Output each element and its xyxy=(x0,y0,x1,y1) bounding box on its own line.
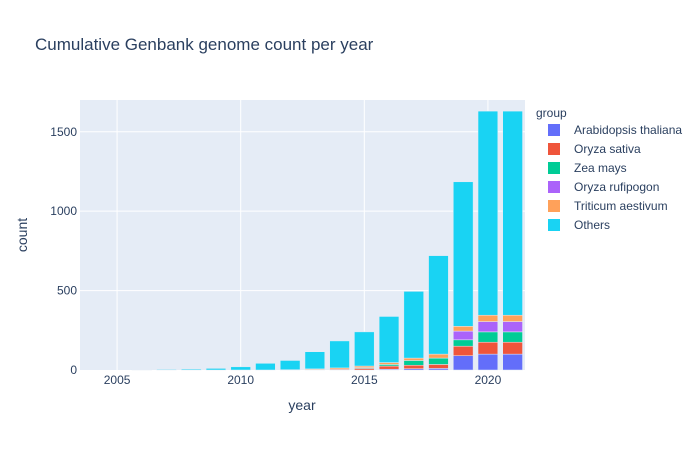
bar-segment[interactable] xyxy=(428,357,449,365)
bar-segment[interactable] xyxy=(378,316,400,363)
bars-group xyxy=(131,110,523,371)
bar-segment[interactable] xyxy=(428,255,449,355)
legend-label[interactable]: Others xyxy=(574,218,610,232)
bar-segment[interactable] xyxy=(181,368,202,371)
x-tick-label: 2005 xyxy=(104,373,131,387)
bar-segment[interactable] xyxy=(428,364,449,369)
bar-segment[interactable] xyxy=(477,341,499,355)
legend-swatch[interactable] xyxy=(548,124,560,136)
x-tick-label: 2010 xyxy=(227,373,254,387)
bar-segment[interactable] xyxy=(502,341,523,355)
legend-title: group xyxy=(536,106,567,120)
bar-segment[interactable] xyxy=(378,362,400,365)
x-tick-label: 2020 xyxy=(475,373,502,387)
bar-segment[interactable] xyxy=(453,345,474,356)
x-tick-label: 2015 xyxy=(351,373,378,387)
bar-segment[interactable] xyxy=(354,331,375,367)
x-axis-title: year xyxy=(288,397,316,413)
y-tick-label: 500 xyxy=(57,284,77,298)
bar-segment[interactable] xyxy=(477,331,499,343)
bar-segment[interactable] xyxy=(502,321,523,333)
bar-segment[interactable] xyxy=(403,364,424,369)
bar-segment[interactable] xyxy=(280,360,301,370)
bar-segment[interactable] xyxy=(453,355,474,371)
bar-segment[interactable] xyxy=(453,181,474,327)
bar-segment[interactable] xyxy=(477,321,499,333)
legend-swatch[interactable] xyxy=(548,181,560,193)
legend-label[interactable]: Triticum aestivum xyxy=(574,199,668,213)
legend-label[interactable]: Oryza sativa xyxy=(574,142,641,156)
bar-segment[interactable] xyxy=(403,357,424,361)
bar-segment[interactable] xyxy=(378,365,400,370)
y-tick-label: 0 xyxy=(70,363,77,377)
legend: Arabidopsis thaliana Oryza sativa Zea mays… xyxy=(548,123,682,232)
bar-segment[interactable] xyxy=(502,110,523,316)
bar-segment[interactable] xyxy=(304,351,326,370)
y-tick-labels: 0 500 1000 1500 xyxy=(50,125,77,377)
bar-segment[interactable] xyxy=(403,360,424,366)
bar-segment[interactable] xyxy=(453,330,474,341)
bar-segment[interactable] xyxy=(477,110,499,316)
legend-swatch[interactable] xyxy=(548,219,560,231)
legend-swatch[interactable] xyxy=(548,200,560,212)
bar-segment[interactable] xyxy=(329,340,350,369)
bar-segment[interactable] xyxy=(477,353,499,371)
bar-segment[interactable] xyxy=(477,314,499,322)
plot-background xyxy=(80,100,525,370)
bar-segment[interactable] xyxy=(156,369,177,371)
y-tick-label: 1000 xyxy=(50,204,77,218)
bar-segment[interactable] xyxy=(205,368,227,371)
legend-label[interactable]: Oryza rufipogon xyxy=(574,180,659,194)
bar-segment[interactable] xyxy=(453,326,474,332)
legend-label[interactable]: Zea mays xyxy=(574,161,627,175)
bar-segment[interactable] xyxy=(255,363,276,371)
bar-segment[interactable] xyxy=(502,353,523,371)
legend-swatch[interactable] xyxy=(548,162,560,174)
bar-segment[interactable] xyxy=(230,366,251,371)
bar-segment[interactable] xyxy=(502,314,523,322)
bar-segment[interactable] xyxy=(428,353,449,359)
bar-segment[interactable] xyxy=(403,291,424,359)
x-tick-labels: 2005 2010 2015 2020 xyxy=(104,373,502,387)
bar-segment[interactable] xyxy=(502,331,523,343)
y-axis-title: count xyxy=(14,218,30,252)
y-tick-label: 1500 xyxy=(50,125,77,139)
legend-label[interactable]: Arabidopsis thaliana xyxy=(574,123,682,137)
chart-title: Cumulative Genbank genome count per year xyxy=(35,35,374,54)
bar-segment[interactable] xyxy=(453,339,474,347)
legend-swatch[interactable] xyxy=(548,143,560,155)
